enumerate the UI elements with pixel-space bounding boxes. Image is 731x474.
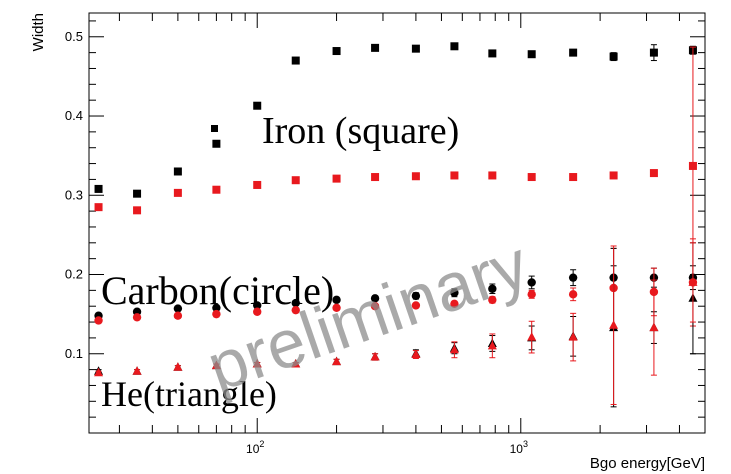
data-point-circle	[173, 304, 183, 313]
data-point-square	[332, 47, 341, 56]
data-point-square	[94, 184, 103, 193]
y-tick-label: 0.5	[65, 29, 83, 44]
x-tick-label: 103	[510, 439, 528, 456]
data-point-square	[609, 171, 618, 180]
data-point-circle	[253, 307, 262, 316]
data-point-circle	[370, 302, 380, 311]
data-point-triangle	[173, 362, 183, 371]
data-point-square	[94, 203, 103, 212]
watermark: preliminary	[198, 226, 537, 406]
data-point-circle	[291, 298, 300, 308]
data-point-triangle	[688, 277, 698, 286]
data-point-circle	[332, 303, 341, 312]
data-point-square	[212, 139, 221, 148]
data-point-circle	[212, 303, 221, 312]
data-point-square	[332, 174, 341, 183]
data-point-square	[609, 52, 618, 61]
data-point-square	[688, 161, 697, 170]
data-point-square	[173, 188, 182, 197]
annotation-label: Carbon(circle)	[101, 268, 334, 313]
data-point-square	[488, 49, 497, 58]
data-point-circle	[291, 305, 300, 315]
data-point-circle	[488, 295, 497, 305]
data-point-circle	[488, 284, 497, 293]
data-point-circle	[568, 290, 578, 299]
data-point-square	[253, 101, 262, 110]
data-point-square	[649, 169, 658, 178]
data-point-triangle	[487, 340, 497, 350]
data-point-square	[649, 48, 658, 57]
data-point-triangle	[370, 351, 380, 361]
data-point-circle	[450, 299, 459, 309]
data-point-square	[527, 173, 536, 182]
data-point-square	[212, 185, 221, 194]
y-tick-label: 0.3	[65, 187, 83, 202]
data-point-triangle	[568, 332, 578, 341]
data-point-triangle	[411, 349, 421, 359]
data-point-triangle	[527, 332, 537, 341]
data-point-square	[527, 50, 536, 59]
y-tick-label: 0.2	[65, 267, 83, 282]
data-point-square	[569, 48, 578, 57]
y-tick-label: 0.1	[65, 346, 83, 361]
data-point-square	[253, 180, 262, 189]
data-point-square	[133, 189, 142, 198]
data-point-square	[173, 167, 182, 176]
data-point-square	[450, 171, 459, 180]
data-point-triangle	[449, 344, 459, 354]
y-tick-label: 0.4	[65, 108, 83, 123]
data-point-circle	[332, 295, 341, 305]
data-point-circle	[450, 288, 459, 297]
data-point-circle	[212, 309, 221, 319]
data-point-circle	[568, 273, 578, 282]
data-point-square	[411, 44, 420, 53]
data-point-circle	[527, 290, 536, 299]
data-point-circle	[94, 316, 103, 325]
data-point-square	[291, 56, 300, 65]
plot-frame	[88, 12, 706, 434]
data-point-square	[371, 43, 380, 52]
data-point-circle	[370, 294, 380, 303]
x-axis-title: Bgo energy[GeV]	[590, 455, 705, 472]
data-point-square	[569, 173, 578, 182]
data-point-square	[411, 172, 420, 181]
data-point-square	[488, 171, 497, 180]
data-point-triangle	[211, 360, 221, 370]
data-point-triangle	[649, 322, 659, 332]
annotation-label: Iron (square)	[262, 110, 459, 152]
data-point-square	[291, 176, 300, 185]
data-point-circle	[173, 311, 183, 320]
data-point-square	[133, 206, 142, 215]
data-point-circle	[411, 301, 421, 310]
data-point-triangle	[132, 366, 142, 375]
data-point-circle	[527, 278, 536, 287]
data-point-triangle	[332, 356, 342, 366]
annotation-label: He(triangle)	[101, 374, 277, 414]
data-point-circle	[411, 291, 421, 301]
data-point-square	[371, 173, 380, 182]
data-point-triangle	[252, 359, 262, 368]
data-point-triangle	[94, 367, 104, 377]
data-point-circle	[132, 313, 142, 322]
data-point-circle	[253, 301, 262, 310]
y-axis-title: Width	[30, 13, 47, 51]
data-point-triangle	[609, 320, 619, 329]
data-point-square	[450, 42, 459, 51]
x-tick-label: 102	[246, 439, 264, 456]
data-point-triangle	[291, 359, 301, 368]
legend-square-marker	[211, 125, 218, 132]
